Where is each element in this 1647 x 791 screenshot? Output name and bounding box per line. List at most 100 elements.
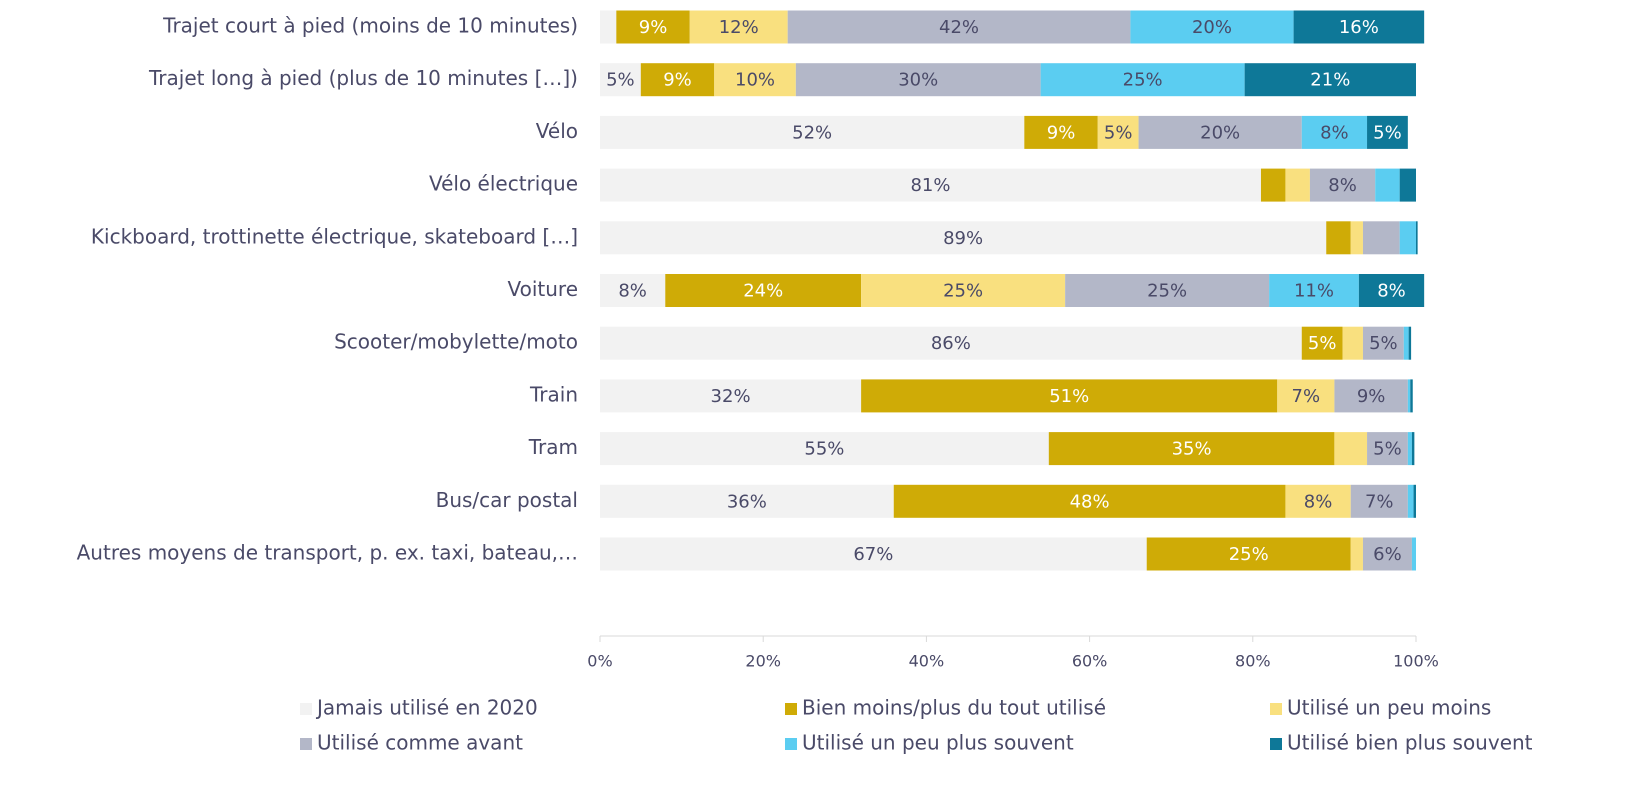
bar-segment xyxy=(1413,484,1416,518)
bar-segment xyxy=(600,537,1147,571)
bar-segment xyxy=(1399,221,1416,255)
value-label: 25% xyxy=(1123,70,1163,91)
bar-segment xyxy=(600,274,666,307)
value-label: 21% xyxy=(1310,70,1350,91)
bar-segment xyxy=(600,379,862,413)
bar-segment xyxy=(1362,221,1400,255)
bar-segment xyxy=(1407,432,1412,466)
value-label: 81% xyxy=(910,175,950,196)
category-label: Train xyxy=(529,382,578,406)
x-tick-label: 60% xyxy=(1072,652,1108,671)
bar-segment xyxy=(1334,432,1368,466)
value-label: 11% xyxy=(1294,281,1334,302)
value-label: 55% xyxy=(804,439,844,460)
bar-segment xyxy=(616,10,690,44)
category-label: Trajet court à pied (moins de 10 minutes… xyxy=(162,14,578,38)
value-label: 42% xyxy=(939,17,979,38)
bar-segment xyxy=(893,484,1286,518)
value-label: 8% xyxy=(1320,122,1349,143)
value-label: 86% xyxy=(931,333,971,354)
value-label: 8% xyxy=(1377,281,1406,302)
value-label: 35% xyxy=(1172,439,1212,460)
value-label: 10% xyxy=(735,70,775,91)
bar-segment xyxy=(1285,168,1310,202)
value-label: 16% xyxy=(1339,17,1379,38)
bar-segment xyxy=(1367,115,1408,149)
value-label: 5% xyxy=(1373,439,1402,460)
value-label: 48% xyxy=(1070,491,1110,512)
bar-segment xyxy=(1416,221,1418,255)
bar-segment xyxy=(600,221,1327,255)
value-label: 36% xyxy=(727,491,767,512)
category-label: Kickboard, trottinette électrique, skate… xyxy=(91,224,578,248)
legend-label: Bien moins/plus du tout utilisé xyxy=(802,696,1106,720)
value-label: 20% xyxy=(1200,122,1240,143)
value-label: 9% xyxy=(663,70,692,91)
bar-segment xyxy=(1065,274,1270,307)
bar-segment xyxy=(1375,168,1400,202)
bar-segment xyxy=(1342,326,1363,360)
value-label: 5% xyxy=(1104,122,1133,143)
bar-segment xyxy=(1367,432,1408,466)
bar-segment xyxy=(1301,115,1368,149)
bar-segment xyxy=(665,274,862,307)
value-label: 9% xyxy=(639,17,668,38)
value-label: 6% xyxy=(1373,544,1402,565)
category-label: Scooter/mobylette/moto xyxy=(334,330,578,354)
value-label: 32% xyxy=(711,386,751,407)
bar-segment xyxy=(1350,484,1408,518)
legend-swatch xyxy=(1270,703,1282,715)
bar-segment xyxy=(1260,168,1286,202)
value-label: 24% xyxy=(743,281,783,302)
bar-segment xyxy=(600,115,1025,149)
bar-segment xyxy=(600,168,1261,202)
bar-segment xyxy=(861,379,1278,413)
bar-segment xyxy=(1244,63,1416,97)
legend-label: Jamais utilisé en 2020 xyxy=(315,696,538,720)
value-label: 9% xyxy=(1357,386,1386,407)
category-label: Tram xyxy=(528,435,578,459)
bar-segment xyxy=(600,63,641,97)
bar-segment xyxy=(1138,115,1302,149)
value-label: 8% xyxy=(618,281,647,302)
legend-label: Utilisé bien plus souvent xyxy=(1287,731,1533,755)
legend-label: Utilisé un peu moins xyxy=(1287,696,1491,720)
bar-segment xyxy=(1024,115,1098,149)
bar-segment xyxy=(1350,537,1363,571)
bar-segment xyxy=(795,63,1041,97)
bar-segment xyxy=(1326,221,1351,255)
bar-segment xyxy=(1097,115,1139,149)
bar-segment xyxy=(600,432,1049,466)
value-label: 7% xyxy=(1365,491,1394,512)
bar-segment xyxy=(861,274,1066,307)
value-label: 20% xyxy=(1192,17,1232,38)
bar-segment xyxy=(1407,484,1414,518)
legend-swatch xyxy=(785,703,797,715)
bar-segment xyxy=(1293,10,1425,44)
value-label: 7% xyxy=(1292,386,1321,407)
x-tick-label: 40% xyxy=(909,652,945,671)
legend-swatch xyxy=(785,738,797,750)
bar-segment xyxy=(714,63,796,97)
bar-segment xyxy=(600,484,894,518)
category-label: Autres moyens de transport, p. ex. taxi,… xyxy=(77,541,578,565)
category-label: Vélo électrique xyxy=(429,172,578,196)
bar-segment xyxy=(1408,326,1412,360)
value-label: 5% xyxy=(1308,333,1337,354)
value-label: 25% xyxy=(1147,281,1187,302)
x-tick-label: 80% xyxy=(1235,652,1271,671)
bar-segment xyxy=(1334,379,1408,413)
legend-swatch xyxy=(1270,738,1282,750)
bar-segment xyxy=(689,10,788,44)
value-label: 51% xyxy=(1049,386,1089,407)
category-label: Trajet long à pied (plus de 10 minutes [… xyxy=(148,66,578,90)
bar-segment xyxy=(1362,537,1412,571)
bar-segment xyxy=(1410,379,1413,413)
value-label: 89% xyxy=(943,228,983,249)
value-label: 25% xyxy=(943,281,983,302)
bar-segment xyxy=(1146,537,1351,571)
value-label: 8% xyxy=(1304,491,1333,512)
value-label: 30% xyxy=(898,70,938,91)
legend-label: Utilisé un peu plus souvent xyxy=(802,731,1074,755)
